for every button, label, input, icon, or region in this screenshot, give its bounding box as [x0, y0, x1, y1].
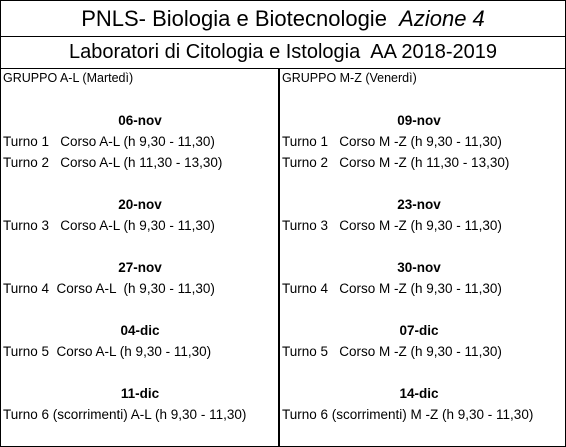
border: [0, 36, 566, 37]
date: 27-nov: [118, 260, 162, 275]
border: [0, 68, 566, 69]
border: [0, 0, 566, 1]
turno: Turno 5 Corso A-L (h 9,30 - 11,30): [3, 344, 212, 359]
turno: Turno 5 Corso M -Z (h 9,30 - 11,30): [282, 344, 502, 359]
date: 11-dic: [120, 386, 160, 401]
turno: Turno 2 Corso M -Z (h 11,30 - 13,30): [282, 155, 510, 170]
title-italic: Azione 4: [399, 6, 485, 31]
date: 23-nov: [397, 197, 441, 212]
border: [0, 0, 1, 447]
title: PNLS- Biologia e Biotecnologie: [81, 6, 387, 31]
date: 20-nov: [118, 197, 162, 212]
date: 04-dic: [120, 323, 160, 338]
title-row: PNLS- Biologia e Biotecnologie Azione 4: [0, 4, 566, 34]
turno: Turno 3 Corso M -Z (h 9,30 - 11,30): [282, 218, 502, 233]
date: 09-nov: [397, 113, 441, 128]
column-header: GRUPPO A-L (Martedì): [3, 71, 134, 85]
date: 14-dic: [399, 386, 439, 401]
turno: Turno 6 (scorrimenti) M -Z (h 9,30 - 11,…: [282, 407, 534, 422]
turno: Turno 1 Corso M -Z (h 9,30 - 11,30): [282, 134, 502, 149]
date: 07-dic: [399, 323, 439, 338]
turno: Turno 4 Corso M -Z (h 9,30 - 11,30): [282, 281, 502, 296]
turno: Turno 1 Corso A-L (h 9,30 - 11,30): [3, 134, 215, 149]
subtitle: Laboratori di Citologia e Istologia AA 2…: [68, 41, 498, 63]
column-header: GRUPPO M-Z (Venerdì): [282, 71, 417, 85]
turno: Turno 4 Corso A-L (h 9,30 - 11,30): [3, 281, 215, 296]
turno: Turno 3 Corso A-L (h 9,30 - 11,30): [3, 218, 215, 233]
date: 30-nov: [397, 260, 441, 275]
turno: Turno 2 Corso A-L (h 11,30 - 13,30): [3, 155, 223, 170]
column-divider: [278, 68, 280, 447]
date: 06-nov: [118, 113, 162, 128]
turno: Turno 6 (scorrimenti) A-L (h 9,30 - 11,3…: [3, 407, 247, 422]
